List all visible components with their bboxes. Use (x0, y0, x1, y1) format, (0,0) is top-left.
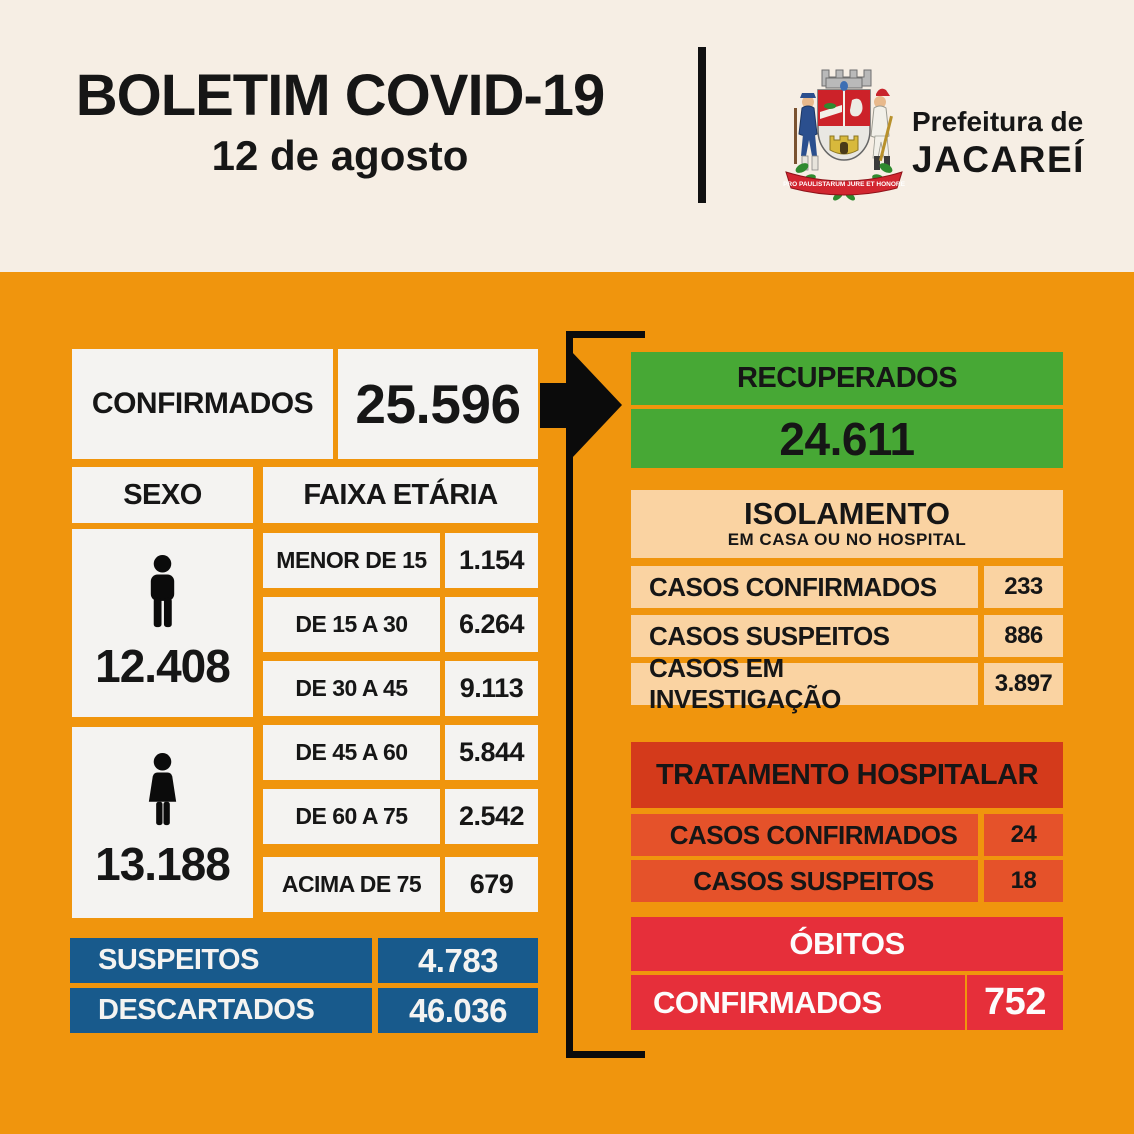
age-row-label: DE 30 A 45 (263, 661, 440, 716)
obitos-confirmados-label: CONFIRMADOS (631, 975, 965, 1030)
isolamento-header: ISOLAMENTO EM CASA OU NO HOSPITAL (631, 490, 1063, 558)
age-row-value: 9.113 (445, 661, 538, 716)
tratamento-row-value: 18 (984, 860, 1063, 902)
faixa-etaria-header: FAIXA ETÁRIA (263, 467, 538, 523)
sexo-header: SEXO (72, 467, 253, 523)
bracket-bottom-arm (566, 1051, 645, 1058)
isolamento-row-value: 886 (984, 615, 1063, 657)
isolamento-row-label: CASOS CONFIRMADOS (631, 566, 978, 608)
age-row-value: 5.844 (445, 725, 538, 780)
tratamento-row-value: 24 (984, 814, 1063, 856)
bracket-line (566, 331, 573, 1058)
tratamento-row-label: CASOS SUSPEITOS (631, 860, 978, 902)
isolamento-subtitle: EM CASA OU NO HOSPITAL (727, 530, 967, 550)
descartados-value: 46.036 (378, 988, 538, 1033)
age-row-value: 2.542 (445, 789, 538, 844)
obitos-header: ÓBITOS (631, 917, 1063, 971)
isolamento-row-label: CASOS EM INVESTIGAÇÃO (631, 653, 978, 714)
isolamento-row-label: CASOS SUSPEITOS (631, 615, 978, 657)
org-name-line1: Prefeitura de (912, 106, 1084, 137)
isolamento-row-value: 3.897 (984, 663, 1063, 705)
tratamento-header: TRATAMENTO HOSPITALAR (631, 742, 1063, 808)
arrow-icon (540, 383, 574, 428)
page-title: BOLETIM COVID-19 (75, 63, 606, 128)
crest-motto: PRO PAULISTARUM JURE ET HONORE (783, 181, 905, 188)
age-row-label: DE 15 A 30 (263, 597, 440, 652)
suspeitos-value: 4.783 (378, 938, 538, 983)
male-icon (150, 555, 175, 628)
recuperados-value: 24.611 (631, 409, 1063, 468)
arrow-head-icon (572, 352, 622, 458)
confirmados-value: 25.596 (338, 349, 538, 459)
obitos-confirmados-value: 752 (967, 975, 1063, 1030)
left-supporter (794, 93, 819, 171)
male-count-card: 12.408 (72, 529, 253, 717)
right-supporter (870, 88, 893, 170)
female-icon (148, 753, 177, 826)
male-count: 12.408 (95, 640, 231, 692)
header-band (0, 0, 1134, 272)
age-row-value: 1.154 (445, 533, 538, 588)
isolamento-title: ISOLAMENTO (743, 495, 951, 531)
org-name: Prefeitura de JACAREÍ (912, 106, 1122, 181)
female-count-card: 13.188 (72, 727, 253, 918)
bracket-top-arm (566, 331, 645, 338)
age-row-value: 6.264 (445, 597, 538, 652)
age-row-label: DE 45 A 60 (263, 725, 440, 780)
age-row-label: ACIMA DE 75 (263, 857, 440, 912)
female-count: 13.188 (95, 838, 231, 890)
age-row-value: 679 (445, 857, 538, 912)
age-row-label: DE 60 A 75 (263, 789, 440, 844)
tratamento-row-label: CASOS CONFIRMADOS (631, 814, 978, 856)
age-row-label: MENOR DE 15 (263, 533, 440, 588)
city-crest-icon: PRO PAULISTARUM JURE ET HONORE (783, 69, 906, 201)
bulletin-date: 12 de agosto (211, 132, 469, 179)
header-divider (698, 47, 706, 203)
confirmados-label: CONFIRMADOS (72, 349, 333, 459)
isolamento-row-value: 233 (984, 566, 1063, 608)
suspeitos-label: SUSPEITOS (70, 938, 372, 983)
descartados-label: DESCARTADOS (70, 988, 372, 1033)
org-name-line2: JACAREÍ (912, 139, 1085, 180)
recuperados-label: RECUPERADOS (631, 352, 1063, 405)
